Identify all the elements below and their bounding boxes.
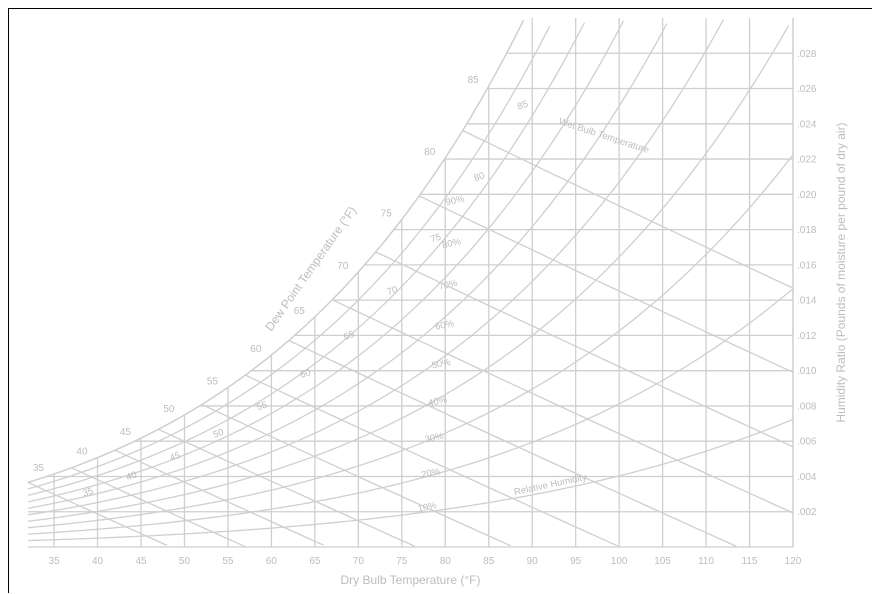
wet-bulb-label: 50 [212,427,225,441]
x-tick-label: 40 [92,556,104,567]
wet-bulb-label: 75 [429,232,442,246]
x-tick-label: 55 [222,556,234,567]
y-tick-label: .008 [797,401,817,412]
x-tick-label: 105 [654,556,671,567]
y-tick-label: .012 [797,331,817,342]
wet-bulb-label: 55 [255,400,268,414]
wet-bulb-label: 80 [473,170,486,184]
wet-bulb-title: Wet Bulb Temperature [557,116,650,156]
rh-label: 80% [441,236,462,251]
wet-bulb-line-62 [288,339,737,547]
y-tick-label: .014 [797,296,817,307]
x-tick-label: 60 [266,556,278,567]
dew-point-label: 60 [250,344,262,355]
dew-point-label: 75 [381,208,393,219]
rh-curve-50 [27,19,725,516]
x-tick-label: 45 [135,556,147,567]
x-tick-label: 65 [309,556,321,567]
chart-frame: 35 40 45 50 55 60 65 70 75 80 85 90 95 100 105 110 115 12… [8,8,872,593]
wet-bulb-line-32 [27,481,168,546]
rh-label: 90% [445,193,466,208]
x-tick-label: 115 [742,556,758,567]
rh-label: 20% [420,466,441,481]
y-tick-label: .006 [797,437,817,448]
x-tick-label: 100 [611,556,628,567]
x-tick-label: 85 [483,556,495,567]
rh-curve-90 [27,25,551,490]
y-tick-label: .020 [797,190,817,201]
y-tick-label: .024 [797,119,817,130]
rh-label: 30% [424,431,445,446]
wet-bulb-line-37 [71,467,246,548]
grid-lines: 35 40 45 50 55 60 65 70 75 80 85 90 95 100 105 110 115 12… [28,18,817,567]
x-tick-label: 120 [785,556,802,567]
wet-bulb-line-57 [245,374,620,548]
wet-bulb-label: 85 [516,99,529,113]
saturation-curve: 35 40 45 50 55 60 65 70 75 80 85 [27,19,525,484]
wet-bulb-lines: 35 40 45 50 55 60 65 70 75 80 85 [27,99,794,548]
x-tick-label: 70 [353,556,365,567]
x-tick-label: 50 [179,556,191,567]
y-tick-label: .016 [797,260,817,271]
wet-bulb-line-47 [158,428,416,547]
wet-bulb-label: 35 [81,486,94,500]
dew-point-label: 85 [468,75,480,86]
y-tick-label: .026 [797,84,817,95]
x-tick-label: 110 [698,556,714,567]
rh-curve-70 [27,20,625,503]
rh-curve-20 [27,288,794,535]
wet-bulb-line-72 [375,251,794,448]
relative-humidity-title: Relative Humidity [513,472,588,498]
rh-curve-60 [27,23,668,509]
x-tick-label: 75 [396,556,408,567]
y-tick-label: .018 [797,225,817,236]
saturation-line [27,19,525,484]
x-tick-label: 35 [49,556,61,567]
wet-bulb-line-82 [462,129,794,289]
wet-bulb-label: 65 [342,329,355,343]
relative-humidity-curves: 10%20%30%40%50%60%70%80%90% [27,19,794,542]
dew-point-label: 80 [424,147,436,158]
wet-bulb-line-52 [201,403,511,547]
x-tick-label: 80 [440,556,452,567]
dew-point-label: 55 [207,376,219,387]
rh-label: 60% [434,318,455,333]
dew-point-label: 35 [33,463,45,474]
x-tick-label: 95 [570,556,582,567]
y-tick-label: .002 [797,507,817,518]
y-tick-label: .010 [797,366,817,377]
rh-curve-10 [27,418,794,542]
wet-bulb-label: 70 [386,284,399,298]
dew-point-label: 70 [337,261,349,272]
rh-label: 50% [431,357,452,372]
dew-point-label: 45 [120,427,132,438]
dew-point-label: 50 [163,404,175,415]
dew-point-label: 40 [76,447,88,458]
wet-bulb-label: 40 [125,469,138,483]
y-axis-title: Humidity Ratio (Pounds of moisture per p… [834,122,848,422]
wet-bulb-label: 60 [299,367,312,381]
wet-bulb-line-67 [332,299,794,514]
wet-bulb-line-42 [114,449,324,546]
rh-curve-40 [27,25,790,522]
y-tick-label: .022 [797,155,817,166]
dew-point-label: 65 [294,306,306,317]
x-axis-title: Dry Bulb Temperature (°F) [341,573,481,587]
wet-bulb-label: 45 [168,450,181,464]
psychrometric-chart: 35 40 45 50 55 60 65 70 75 80 85 90 95 100 105 110 115 12… [27,18,848,587]
rh-curve-80 [27,22,585,497]
wet-bulb-line-77 [418,195,794,373]
chart-labels: Dry Bulb Temperature (°F) Humidity Ratio… [262,116,848,587]
rh-curve-30 [27,154,794,529]
y-tick-label: .004 [797,472,817,483]
rh-label: 40% [427,394,448,409]
x-tick-label: 90 [527,556,539,567]
y-tick-label: .028 [797,49,817,60]
